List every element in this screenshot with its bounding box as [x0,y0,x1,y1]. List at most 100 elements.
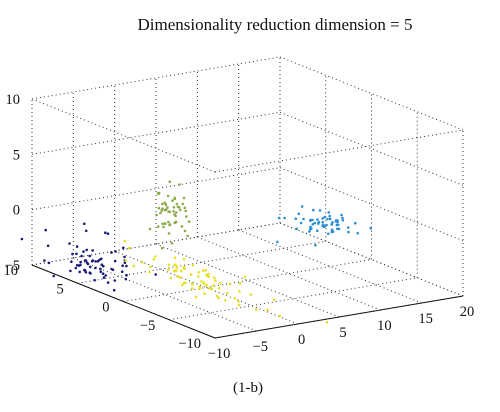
data-point [164,208,168,211]
data-point [197,275,200,278]
data-point [217,286,221,290]
data-point [249,293,253,296]
series-2 [148,180,191,250]
data-point [334,220,338,223]
data-point [77,264,81,267]
data-point [173,269,176,273]
data-point [75,252,78,256]
data-point [74,266,78,270]
data-point [141,261,144,264]
data-point [120,270,124,274]
data-point [266,308,269,312]
grid-line [31,56,281,100]
data-point [83,259,87,262]
data-point [318,209,322,212]
data-point [341,216,344,220]
data-point [341,219,345,222]
series-4 [123,239,329,324]
data-point [100,257,103,261]
data-point [327,211,331,214]
data-point [84,229,88,233]
data-point [174,264,178,268]
data-point [313,221,317,225]
data-point [173,256,177,260]
data-point [302,217,305,221]
data-point [114,250,117,253]
data-point [99,267,102,271]
z-tick-label: 10 [6,92,21,108]
data-point [93,278,96,282]
data-point [99,270,103,274]
data-point [75,245,79,248]
data-point [167,232,171,235]
data-point [113,259,117,263]
data-point [149,265,152,269]
data-point [154,273,157,276]
grid-line [31,111,281,155]
data-point [104,231,107,234]
data-point [170,241,174,245]
data-point [156,191,160,195]
y-axis-line [214,295,464,339]
data-point [168,223,172,226]
grid-line [114,250,298,325]
data-point [186,234,189,238]
data-point [121,264,124,268]
data-point [330,228,334,231]
data-point [179,208,182,212]
data-point [127,247,131,250]
data-point [198,287,201,291]
data-point [197,271,201,274]
data-point [328,214,332,218]
data-point [52,274,55,278]
scatter-points [20,180,373,324]
plot-grid [31,56,464,339]
data-point [182,196,186,200]
data-point [172,206,176,209]
data-point [215,294,219,298]
data-point [94,260,97,263]
data-point [122,246,125,250]
data-point [191,263,195,267]
data-point [311,218,314,222]
data-point [202,269,205,272]
data-point [202,281,206,285]
y-tick-label: 0 [298,332,305,348]
data-point [181,202,185,206]
data-point [190,287,194,290]
x-tick-label: 10 [4,263,19,279]
grid-line [279,56,464,131]
data-point [198,285,202,289]
data-point [68,242,71,245]
data-point [226,291,229,295]
data-point [182,257,186,261]
data-point [309,219,312,222]
data-point [102,276,106,279]
grid-line [73,257,257,332]
data-point [78,270,81,274]
grid-line [238,229,422,304]
y-tick-label: 10 [377,318,392,334]
data-point [183,266,186,269]
data-point [178,183,181,186]
data-point [132,264,135,268]
data-point [124,259,127,262]
data-point [326,217,329,221]
data-point [83,222,86,226]
data-point [82,250,85,253]
data-point [191,283,194,286]
data-point [163,201,167,205]
data-point [194,295,198,299]
data-point [184,281,187,285]
data-point [323,215,327,219]
data-point [254,308,258,311]
data-point [89,272,92,275]
data-point [83,268,86,272]
data-point [204,269,207,272]
data-point [88,265,92,269]
figure-caption: (1-b) [233,380,263,396]
data-point [75,263,79,267]
data-point [327,232,330,236]
data-point [238,282,242,285]
